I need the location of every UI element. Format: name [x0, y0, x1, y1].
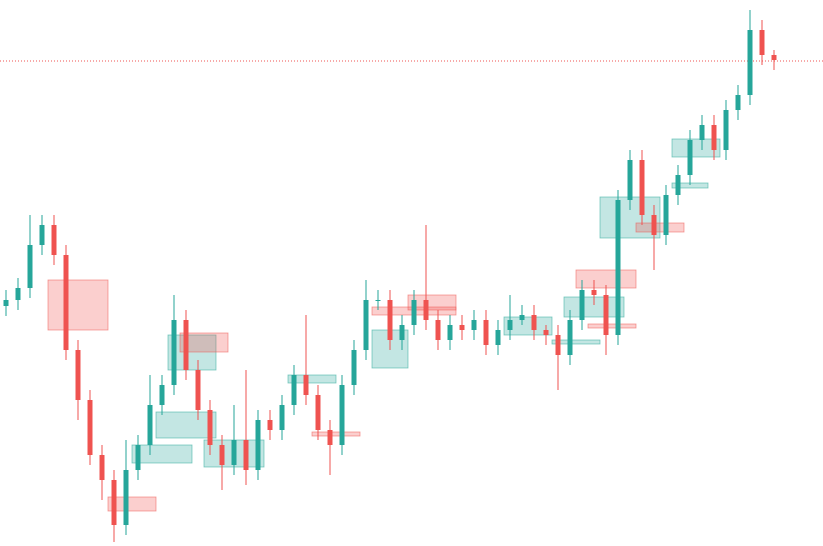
candle-body [63, 255, 69, 350]
candle-body [531, 315, 537, 330]
candle-body [543, 330, 549, 335]
candle-body [723, 110, 729, 150]
candle-body [111, 480, 117, 525]
candle-body [123, 470, 129, 525]
candle-body [219, 445, 225, 465]
candle-body [75, 350, 81, 400]
candle-body [363, 300, 369, 350]
zone [587, 323, 637, 329]
candle-body [267, 420, 273, 430]
candle-body [471, 320, 477, 330]
zone [179, 332, 229, 353]
candle-body [627, 160, 633, 200]
candle-body [495, 330, 501, 345]
candle-body [135, 445, 141, 470]
candle-body [243, 440, 249, 470]
candle-body [147, 405, 153, 445]
candle-body [327, 430, 333, 445]
candle-body [15, 288, 21, 300]
candle-body [447, 325, 453, 340]
candle-body [555, 335, 561, 355]
candle-body [699, 125, 705, 140]
candle-body [615, 200, 621, 335]
candle-body [339, 385, 345, 445]
candle-body [183, 320, 189, 370]
candle-body [87, 400, 93, 455]
candle-body [279, 405, 285, 430]
zone [311, 431, 361, 437]
candle-body [687, 140, 693, 175]
candle-body [747, 30, 753, 95]
candle-body [435, 320, 441, 340]
zone [107, 496, 157, 512]
zone [671, 138, 721, 158]
candle-body [303, 375, 309, 395]
candle-body [387, 300, 393, 340]
candle-body [663, 195, 669, 235]
candle-body [207, 410, 213, 445]
candle-body [411, 300, 417, 325]
zone [503, 316, 553, 336]
candle-body [483, 320, 489, 345]
candle-body [735, 95, 741, 110]
candle-body [27, 245, 33, 288]
candle-body [459, 325, 465, 330]
zone [155, 411, 217, 439]
candle-body [3, 300, 9, 306]
zone [287, 374, 337, 384]
candle-body [507, 320, 513, 330]
candle-body [51, 225, 57, 255]
candle-body [675, 175, 681, 195]
zone [551, 339, 601, 345]
candle-body [759, 30, 765, 55]
candle-body [711, 125, 717, 150]
candle-body [603, 295, 609, 335]
candle-body [651, 215, 657, 235]
candle-body [579, 290, 585, 320]
candle-body [375, 300, 381, 301]
candle-body [351, 350, 357, 385]
candle-body [159, 385, 165, 405]
zone [635, 222, 685, 233]
candle-body [231, 440, 237, 465]
candle-body [591, 290, 597, 295]
candle-body [291, 375, 297, 405]
candle-body [99, 455, 105, 480]
candle-body [423, 300, 429, 320]
candle-body [567, 320, 573, 355]
zone [131, 444, 193, 464]
candle-body [255, 420, 261, 470]
candle-body [639, 160, 645, 215]
candle-body [39, 225, 45, 245]
zone [47, 279, 109, 331]
zone [407, 294, 457, 311]
candle-body [195, 370, 201, 410]
candle-body [171, 320, 177, 385]
candle-body [771, 55, 777, 60]
candle-body [519, 315, 525, 320]
candle-body [399, 325, 405, 340]
candle-body [315, 395, 321, 430]
